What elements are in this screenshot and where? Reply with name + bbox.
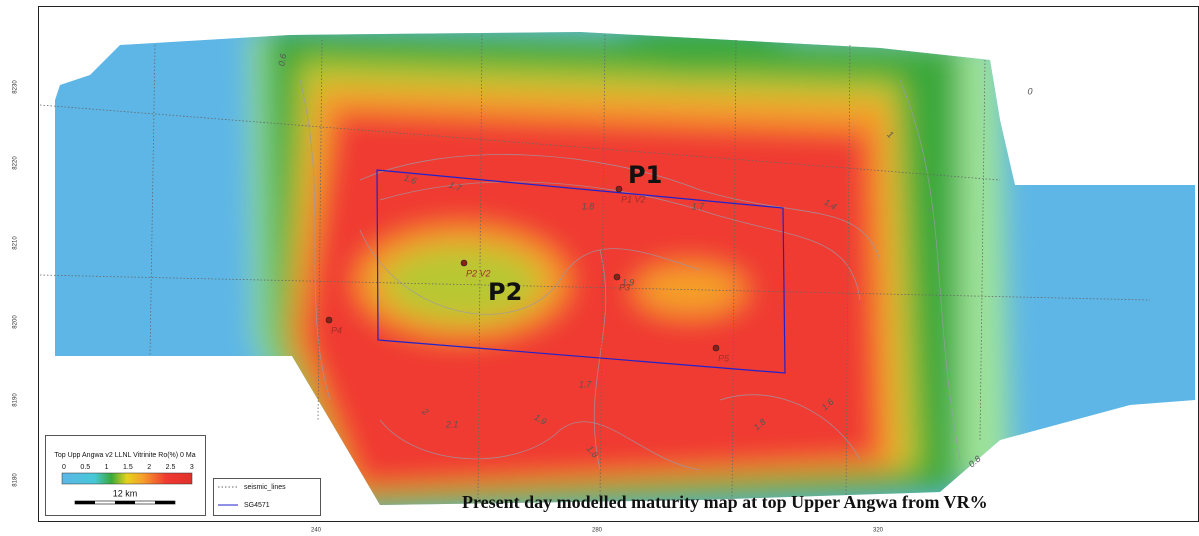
contour-label: 1.9 [622, 277, 635, 287]
x-axis-label: 240 [311, 528, 322, 534]
well-label: P5 [718, 353, 730, 363]
contour-label: 2.1 [445, 419, 459, 429]
contour-label: 0.6 [276, 53, 288, 67]
contour-label: 1.7 [692, 201, 706, 211]
colour-scale-label: 0.5 [80, 464, 90, 471]
contour-label: 0 [1027, 86, 1032, 96]
y-axis-label: 8190 [13, 393, 19, 407]
well-marker [615, 185, 623, 193]
legend-title: Top Upp Angwa v2 LLNL Vitrinite Ro(%) 0 … [54, 452, 195, 459]
contour-label: 1.6 [403, 173, 418, 187]
well-label: P4 [331, 325, 342, 335]
y-axis-label: 8200 [13, 315, 19, 329]
line-legend-box [213, 478, 321, 516]
colour-scale-label: 1.5 [123, 464, 133, 471]
callout: P1 [628, 161, 662, 189]
contour-label: 1.7 [579, 379, 593, 389]
legend-item: SG4571 [244, 502, 270, 509]
colour-scale-label: 2 [147, 464, 151, 471]
contour-label: 1.7 [448, 180, 464, 194]
contours [299, 79, 961, 471]
colour-scale-label: 1 [105, 464, 109, 471]
y-axis-label: 8210 [13, 236, 19, 250]
well-marker [460, 259, 468, 267]
contour-label: 1 [885, 129, 895, 140]
well-label: P3 [619, 282, 630, 292]
well-label: P1 V2 [621, 194, 646, 204]
well-label: P2 V2 [466, 268, 491, 278]
sg4571-outline [376, 169, 786, 374]
scale-bar [74, 500, 176, 505]
x-axis-label: 320 [873, 528, 884, 534]
colour-bar [61, 472, 193, 485]
contour-label: 1.8 [582, 201, 595, 211]
colour-scale-label: 2.5 [166, 464, 176, 471]
well-marker [325, 316, 333, 324]
y-axis-label: 8220 [13, 156, 19, 170]
colour-scale-label: 0 [62, 464, 66, 471]
colour-scale-label: 3 [190, 464, 194, 471]
caption: Present day modelled maturity map at top… [462, 492, 988, 512]
scale-bar-label: 12 km [113, 488, 138, 498]
callout: P2 [488, 278, 522, 306]
well-marker [613, 273, 621, 281]
y-axis-label: 8230 [13, 80, 19, 94]
x-axis-label: 280 [592, 528, 603, 534]
contour-label: 2 [420, 405, 431, 417]
y-axis-label: 8180 [13, 473, 19, 487]
legend-item: seismic_lines [244, 484, 286, 491]
well-marker [712, 344, 720, 352]
seismic-lines [39, 34, 1151, 501]
